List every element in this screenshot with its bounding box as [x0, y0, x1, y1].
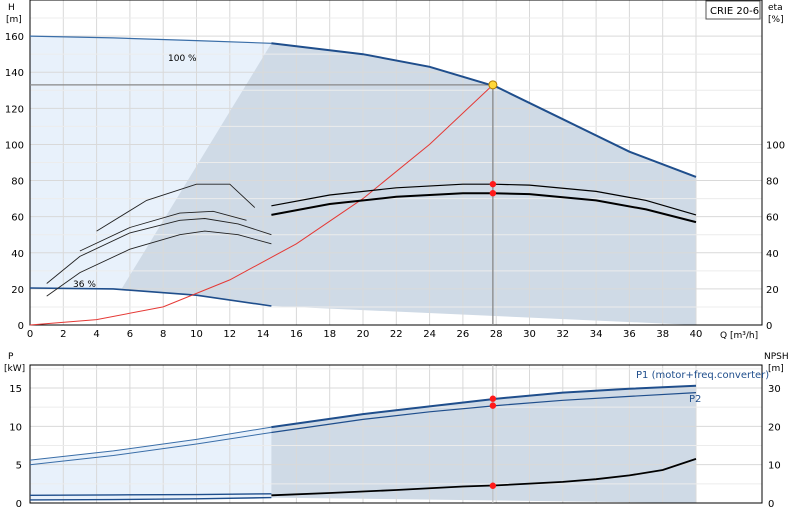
- efficiency-curve-eta-total-36: [46, 230, 272, 297]
- flow-tick-label: 4: [93, 329, 99, 340]
- flow-tick-label: 40: [690, 329, 703, 340]
- eta-axis-unit: [%]: [768, 15, 784, 25]
- duty-point-marker: [488, 80, 498, 90]
- flow-tick-label: 34: [590, 329, 603, 340]
- flow-tick-label: 2: [60, 329, 66, 340]
- p1-min-speed-curve: [29, 493, 272, 496]
- flow-tick-label: 14: [257, 329, 270, 340]
- head-tick-label: 120: [5, 104, 24, 115]
- eta-axis-label: eta: [768, 3, 783, 13]
- npsh-duty-marker: [489, 482, 497, 489]
- flow-tick-label: 6: [127, 329, 133, 340]
- p1-duty-marker: [489, 395, 497, 402]
- npsh-curve: [271, 458, 697, 497]
- power-tick-label: 15: [9, 384, 22, 395]
- head-axis-unit: [m]: [6, 15, 22, 25]
- p1-series-label: P1 (motor+freq.converter): [636, 370, 769, 381]
- p1-curve-left: [29, 426, 272, 461]
- flow-tick-label: 18: [323, 329, 336, 340]
- eta-tick-label: 40: [766, 249, 779, 260]
- efficiency-curve-eta-pump-mid: [96, 183, 256, 232]
- npsh-tick-label: 10: [768, 461, 781, 472]
- head-tick-label: 60: [11, 213, 24, 224]
- power-tick-label: 5: [16, 461, 22, 472]
- eta-tick-label: 80: [766, 177, 779, 188]
- power-axis-label: P: [8, 352, 14, 362]
- head-tick-label: 80: [11, 177, 24, 188]
- flow-tick-label: 26: [457, 329, 470, 340]
- head-plot-frame: [29, 0, 763, 326]
- system-curve: [29, 84, 494, 326]
- eta-tick-label: 0: [766, 321, 772, 332]
- efficiency-curve-eta-total-mid: [79, 210, 247, 252]
- power-plot-frame: [29, 364, 763, 504]
- flow-tick-label: 32: [556, 329, 569, 340]
- eta-tick-label: 60: [766, 213, 779, 224]
- flow-tick-label: 8: [160, 329, 166, 340]
- head-efficiency-plot: 0 2 4 6 8 10 12 14 16 18 20 22 24 26 28 30 32 34 36 38 40020…: [5, 0, 785, 340]
- eta-tick-label: 100: [766, 140, 785, 151]
- model-label: CRIE 20-6: [710, 6, 759, 17]
- flow-axis-label: Q [m³/h]: [720, 331, 758, 341]
- eta-total-duty-marker: [489, 189, 497, 197]
- flow-tick-label: 16: [290, 329, 303, 340]
- power-tick-label: 0: [16, 499, 22, 510]
- p2-duty-marker: [489, 402, 497, 409]
- head-tick-label: 40: [11, 249, 24, 260]
- head-tick-label: 140: [5, 68, 24, 79]
- head-curve-min-speed: [29, 287, 272, 307]
- p2-min-speed-curve: [29, 496, 272, 501]
- head-axis-label: H: [8, 3, 15, 13]
- eta-pump-duty-marker: [489, 180, 497, 188]
- npsh-axis-label: NPSH: [764, 352, 789, 362]
- flow-tick-label: 30: [523, 329, 536, 340]
- flow-tick-label: 12: [223, 329, 236, 340]
- max-speed-annotation: 100 %: [168, 54, 197, 64]
- head-tick-label: 100: [5, 140, 24, 151]
- npsh-tick-label: 30: [768, 384, 781, 395]
- flow-tick-label: 28: [490, 329, 503, 340]
- head-tick-label: 0: [18, 321, 24, 332]
- p2-series-label: P2: [689, 394, 701, 405]
- flow-tick-label: 36: [623, 329, 636, 340]
- p2-curve-left: [29, 432, 272, 466]
- flow-tick-label: 22: [390, 329, 403, 340]
- npsh-axis-unit: [m]: [768, 364, 784, 374]
- power-npsh-plot: 0 5 10 15 0 10 20 30: [9, 364, 781, 510]
- npsh-tick-label: 20: [768, 422, 781, 433]
- flow-tick-label: 0: [27, 329, 33, 340]
- flow-tick-label: 20: [357, 329, 370, 340]
- power-tick-label: 10: [9, 422, 22, 433]
- head-curve-max-speed-left: [29, 35, 272, 44]
- eta-tick-label: 20: [766, 285, 779, 296]
- head-tick-label: 20: [11, 285, 24, 296]
- model-label-box: [705, 0, 761, 20]
- flow-tick-label: 10: [190, 329, 203, 340]
- power-axis-unit: [kW]: [4, 364, 25, 374]
- p2-curve: [271, 392, 697, 434]
- flow-tick-label: 38: [656, 329, 669, 340]
- flow-tick-label: 24: [423, 329, 436, 340]
- p1-curve: [271, 384, 697, 429]
- head-tick-label: 160: [5, 32, 24, 43]
- efficiency-curve-eta-pump-36: [46, 218, 272, 284]
- min-speed-annotation: 36 %: [73, 280, 96, 290]
- npsh-tick-label: 0: [768, 499, 774, 510]
